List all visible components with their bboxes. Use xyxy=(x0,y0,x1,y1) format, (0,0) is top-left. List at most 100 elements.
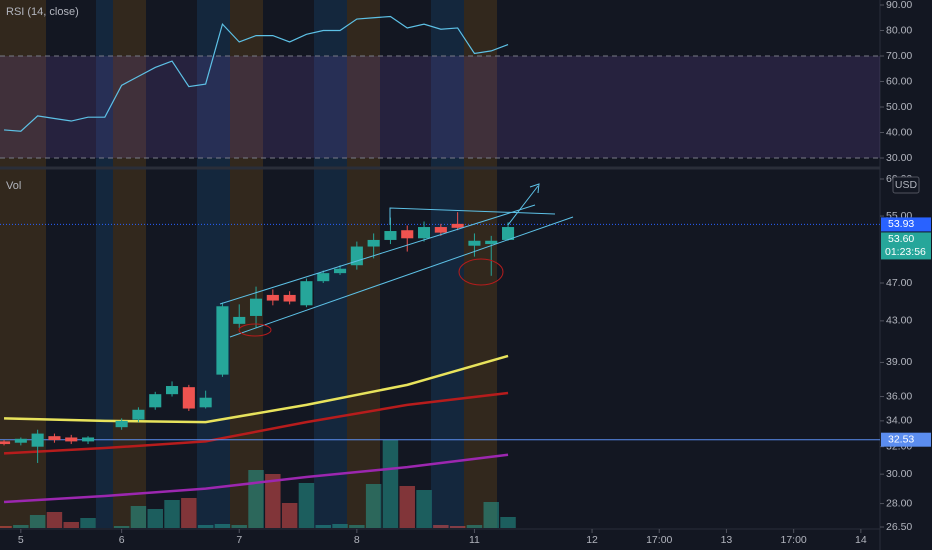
volume-bar xyxy=(214,524,231,528)
volume-bar xyxy=(399,486,415,528)
x-tick-label: 8 xyxy=(354,534,360,546)
moving-average xyxy=(4,354,509,424)
price-label-box xyxy=(881,217,931,232)
volume-bar xyxy=(365,484,382,528)
volume-bar xyxy=(449,526,466,528)
rsi-title: RSI (14, close) xyxy=(6,6,79,18)
candle-body xyxy=(451,223,464,228)
volume-bar xyxy=(265,474,281,528)
volume-bar xyxy=(231,525,247,528)
y-tick-label: 26.50 xyxy=(886,521,912,533)
candle-body xyxy=(14,438,27,443)
candle-body xyxy=(65,437,78,442)
volume-bar xyxy=(13,525,29,528)
candle-body xyxy=(350,246,363,266)
candle-body xyxy=(333,268,347,274)
x-tick-label: 12 xyxy=(586,534,598,546)
y-tick-label: 70.00 xyxy=(886,50,912,62)
candle-body xyxy=(216,306,229,375)
volume-bar xyxy=(281,503,298,528)
x-tick-label: 6 xyxy=(119,534,125,546)
x-tick-label: 11 xyxy=(469,534,480,546)
y-tick-label: 28.00 xyxy=(886,497,912,509)
x-tick-label: 13 xyxy=(721,534,733,546)
candle-body xyxy=(266,294,279,301)
candle-body xyxy=(115,420,128,428)
volume-bar xyxy=(433,525,449,528)
volume-bar xyxy=(197,525,214,528)
y-tick-label: 90.00 xyxy=(886,0,912,11)
volume-bar xyxy=(332,524,348,528)
candle-body xyxy=(367,239,380,247)
candle-body xyxy=(233,316,246,324)
candle-body xyxy=(0,441,11,445)
x-tick-label: 17:00 xyxy=(646,534,672,546)
y-tick-label: 43.00 xyxy=(886,315,912,327)
candle-body xyxy=(48,436,61,441)
volume-bar xyxy=(130,506,147,528)
candle-body xyxy=(149,394,162,408)
drawings xyxy=(219,183,574,338)
volume-bar xyxy=(46,512,63,528)
candle-body xyxy=(182,387,195,409)
volume-bar xyxy=(416,490,432,528)
x-tick-label: 7 xyxy=(236,534,242,546)
volume-bar xyxy=(80,518,96,528)
moving-average xyxy=(3,453,509,504)
y-tick-label: 30.00 xyxy=(886,468,912,480)
candle-body xyxy=(132,409,145,420)
volume-bar xyxy=(298,483,315,528)
y-tick-label: 40.00 xyxy=(886,126,912,138)
rsi-line xyxy=(3,15,509,132)
x-tick-label: 17:00 xyxy=(781,534,807,546)
candle-body xyxy=(199,397,212,408)
volume-bar xyxy=(181,498,197,528)
candle-body xyxy=(434,227,447,233)
volume-bar xyxy=(382,440,399,528)
candle-body xyxy=(300,281,313,306)
candle-body xyxy=(401,230,414,239)
rsi-band xyxy=(0,56,880,158)
y-tick-label: 36.00 xyxy=(886,390,912,402)
candle-body xyxy=(317,273,330,282)
volume-bar xyxy=(113,526,130,528)
volume-bar xyxy=(29,515,46,528)
candle-body xyxy=(81,437,95,442)
candle-body xyxy=(31,433,44,447)
y-tick-label: 39.00 xyxy=(886,356,912,368)
candle-body xyxy=(165,386,179,395)
volume-bar xyxy=(315,525,331,528)
volume-bar xyxy=(349,525,365,528)
y-tick-label: 47.00 xyxy=(886,277,912,289)
y-tick-label: 34.00 xyxy=(886,415,912,427)
candle-body xyxy=(283,294,296,302)
currency-box[interactable] xyxy=(892,176,920,194)
volume-bar xyxy=(164,500,180,528)
moving-average xyxy=(3,391,509,455)
y-tick-label: 80.00 xyxy=(886,24,912,36)
volume-bar xyxy=(248,470,264,528)
volume-title: Vol xyxy=(6,180,21,192)
last-price-label: 53.60 xyxy=(888,233,914,245)
x-tick-label: 5 xyxy=(18,534,24,546)
price-label: 53.93 xyxy=(888,218,914,230)
candle-body xyxy=(417,227,431,239)
x-tick-label: 14 xyxy=(855,534,867,546)
y-tick-label: 50.00 xyxy=(886,101,912,113)
volume-bar xyxy=(466,525,483,528)
currency[interactable]: USD xyxy=(895,179,918,191)
volume-bar xyxy=(500,517,516,528)
candle-body xyxy=(501,227,515,240)
countdown: 01:23:56 xyxy=(885,246,926,258)
volume-bar xyxy=(483,502,499,528)
candle-body xyxy=(485,240,498,245)
y-tick-label: 60.00 xyxy=(886,75,912,87)
volume-bar xyxy=(0,526,12,528)
y-tick-label: 30.00 xyxy=(886,152,912,164)
last-price-box xyxy=(881,232,931,260)
volume-bar xyxy=(147,509,163,528)
price-label: 32.53 xyxy=(888,433,914,445)
candle-body xyxy=(249,298,263,316)
